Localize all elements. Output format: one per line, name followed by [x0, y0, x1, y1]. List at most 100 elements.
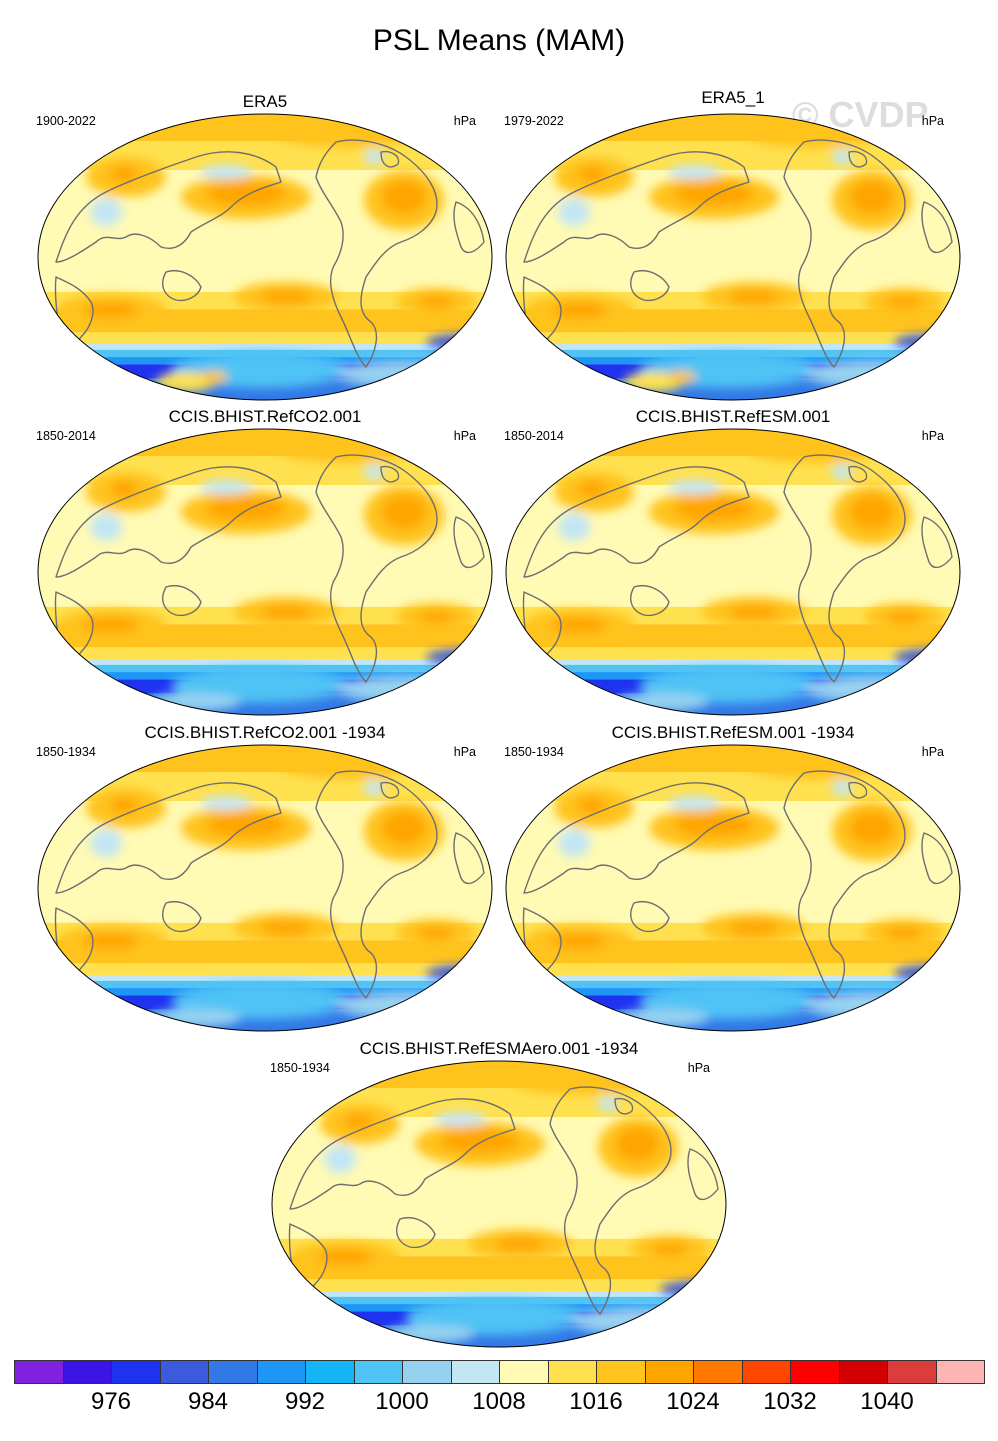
map-panel-refesmaero-1934: CCIS.BHIST.RefESMAero.001 -1934 1850-193…	[270, 1039, 728, 1349]
arctic-high	[271, 745, 421, 779]
psl-map	[505, 113, 961, 401]
north-pacific-high-core	[674, 497, 754, 521]
tibet-high	[578, 166, 606, 182]
map-panel-refesm: CCIS.BHIST.RefESM.001 1850-2014 hPa	[504, 407, 962, 717]
psl-band	[38, 870, 492, 923]
aleutian-low	[668, 796, 720, 810]
indian-ocean-high-core	[83, 933, 139, 949]
colorbar-segment	[450, 1360, 500, 1384]
panel-title: CCIS.BHIST.RefCO2.001 -1934	[144, 723, 386, 742]
coastline-1	[315, 770, 438, 999]
coastline-0	[523, 466, 750, 578]
colorbar-segment	[741, 1360, 791, 1384]
coastlines	[522, 139, 953, 368]
south-atlantic-high-core	[418, 927, 454, 939]
antarctic-plateau-core	[200, 371, 228, 383]
azores-high-core	[382, 811, 426, 845]
coastline-0	[523, 782, 750, 894]
colorbar-segment	[402, 1360, 452, 1384]
map-panel-refesm-1934: CCIS.BHIST.RefESM.001 -1934 1850-1934 hP…	[504, 723, 962, 1033]
colorbar-segment	[111, 1360, 161, 1384]
colorbar-segment	[62, 1360, 112, 1384]
coastline-4	[453, 832, 485, 885]
colorbar-segment	[353, 1360, 403, 1384]
panel-units: hPa	[921, 114, 944, 128]
azores-high-core	[850, 180, 894, 214]
coastline-0	[523, 151, 750, 263]
psl-band	[38, 975, 492, 981]
aleutian-low	[200, 165, 252, 179]
colorbar-segment	[208, 1360, 258, 1384]
arctic-high	[271, 429, 421, 463]
coastline-4	[687, 1148, 719, 1201]
psl-band	[506, 344, 960, 350]
coastline-4	[921, 832, 953, 885]
antarctic-coast	[804, 360, 944, 388]
panel-units: hPa	[921, 745, 944, 759]
coastline-5	[848, 465, 868, 483]
psl-band	[38, 344, 492, 350]
panel-units: hPa	[453, 114, 476, 128]
colorbar-segment	[644, 1360, 694, 1384]
coastline-5	[848, 781, 868, 799]
south-pacific-high-core	[261, 921, 311, 935]
colorbar-tick-label: 976	[90, 1388, 132, 1415]
icelandic-low	[598, 1096, 618, 1112]
psl-band	[272, 1291, 726, 1297]
coastline-5	[848, 150, 868, 168]
coastline-5	[380, 781, 400, 799]
coastline-2	[630, 585, 670, 617]
map-border	[37, 744, 493, 1032]
panel-units: hPa	[453, 745, 476, 759]
colorbar-segment	[790, 1360, 840, 1384]
map-panel-era5: ERA5 1900-2022 hPa	[36, 92, 494, 402]
coastline-1	[315, 139, 438, 368]
south-atlantic-high-core	[418, 611, 454, 623]
antarctic-coast	[336, 360, 476, 388]
psl-band	[506, 659, 960, 665]
tibet-high	[344, 1113, 372, 1129]
south-asian-low	[90, 198, 122, 226]
panel-period: 1850-1934	[504, 745, 564, 759]
coastlines	[522, 454, 953, 683]
south-atlantic-high-core	[418, 296, 454, 308]
psl-band	[506, 745, 960, 772]
map-border	[271, 1060, 727, 1348]
tibet-high	[578, 797, 606, 813]
psl-map	[37, 744, 493, 1032]
colorbar-tick-label: 1040	[860, 1388, 914, 1415]
coastline-1	[549, 1086, 672, 1315]
aleutian-low	[200, 480, 252, 494]
north-pacific-high-core	[206, 497, 286, 521]
coastline-5	[380, 465, 400, 483]
psl-band	[38, 429, 492, 456]
colorbar-tick-label: 1008	[472, 1388, 526, 1415]
map-border	[505, 113, 961, 401]
coastlines	[54, 139, 485, 368]
azores-high-core	[382, 180, 426, 214]
panel-units: hPa	[921, 429, 944, 443]
panel-units: hPa	[687, 1061, 710, 1075]
coastline-5	[614, 1097, 634, 1115]
coastline-2	[162, 901, 202, 933]
colorbar-tick-label: 1016	[569, 1388, 623, 1415]
colorbar-tick-label: 1024	[666, 1388, 720, 1415]
south-atlantic-high-core	[652, 1243, 688, 1255]
colorbar-segment	[693, 1360, 743, 1384]
south-asian-low	[558, 513, 590, 541]
psl-band	[506, 429, 960, 456]
coastline-4	[453, 516, 485, 569]
coastline-2	[630, 270, 670, 302]
map-border	[505, 744, 961, 1032]
psl-band	[38, 114, 492, 141]
psl-band	[38, 745, 492, 772]
panel-period: 1900-2022	[36, 114, 96, 128]
south-pacific-high-core	[261, 290, 311, 304]
coastline-4	[453, 201, 485, 254]
indian-ocean-high-core	[551, 302, 607, 318]
aleutian-low	[668, 165, 720, 179]
psl-band	[38, 239, 492, 292]
tibet-high	[110, 481, 138, 497]
coastline-4	[921, 516, 953, 569]
colorbar-segment	[256, 1360, 306, 1384]
